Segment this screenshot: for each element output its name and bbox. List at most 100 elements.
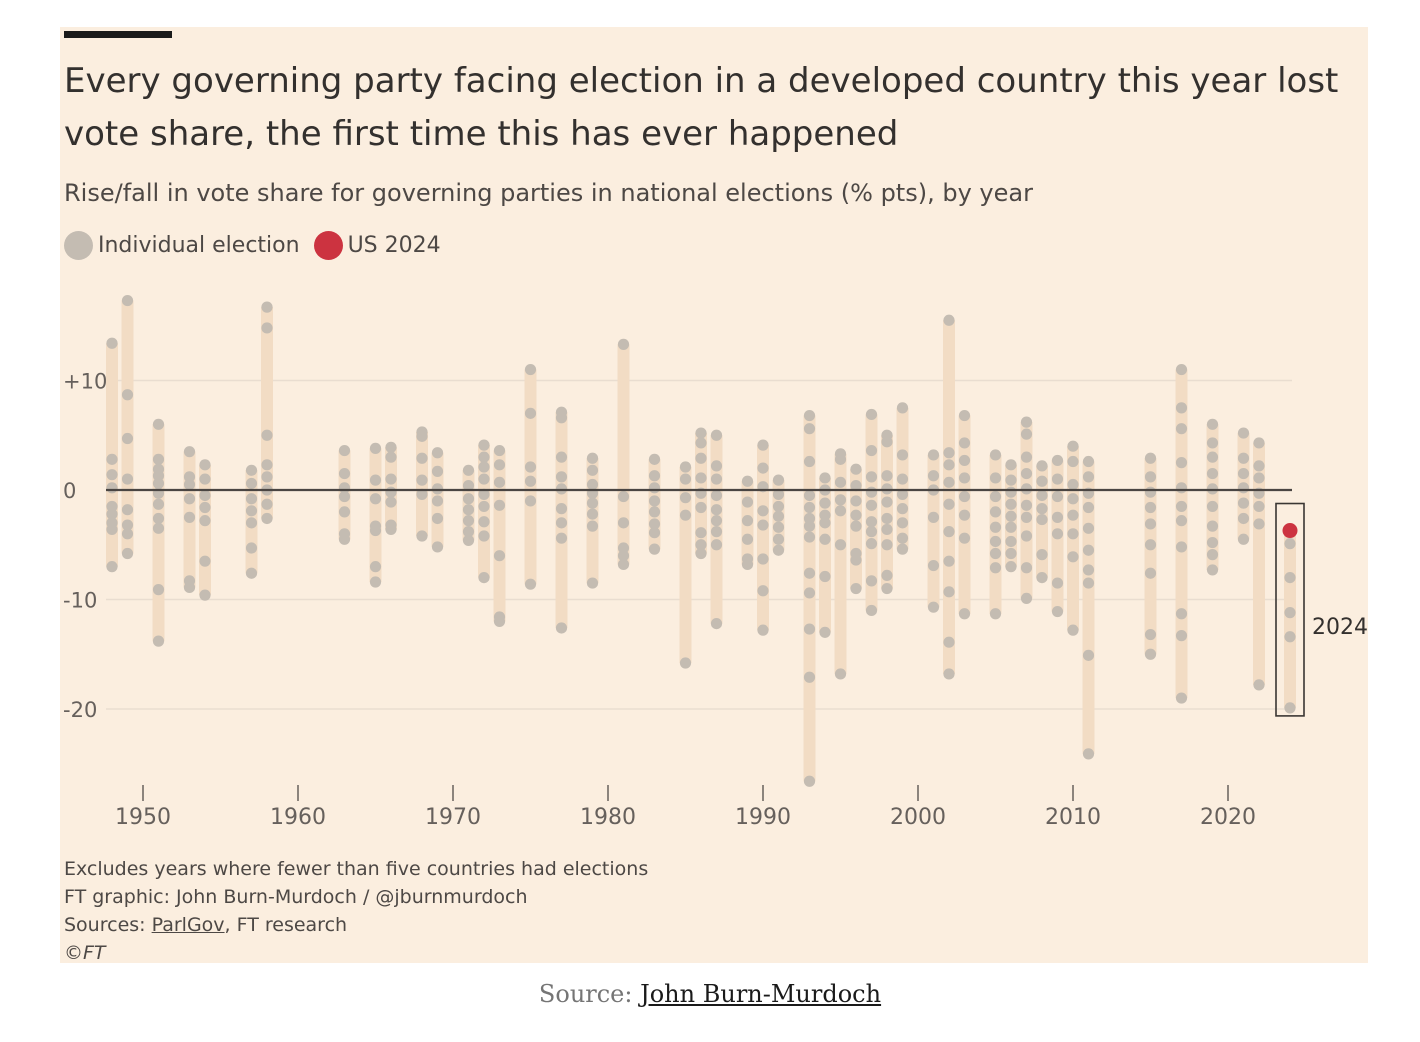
election-dot-1957-3 bbox=[245, 505, 258, 517]
election-dot-2008-6 bbox=[1036, 572, 1048, 584]
election-dot-1954-0 bbox=[199, 459, 211, 471]
election-dot-1953-3 bbox=[183, 493, 196, 505]
election-dot-1993-3 bbox=[803, 489, 816, 502]
election-dot-1966-6 bbox=[385, 523, 397, 536]
election-dot-1990-1 bbox=[757, 462, 769, 474]
election-dot-2001-5 bbox=[927, 601, 940, 613]
election-dot-1975-4 bbox=[524, 495, 537, 507]
election-dot-1983-1 bbox=[648, 470, 661, 482]
election-dot-1957-0 bbox=[245, 464, 258, 476]
election-dot-1983-3 bbox=[648, 495, 661, 507]
election-dot-1985-0 bbox=[679, 461, 692, 473]
year-bar-1949 bbox=[121, 300, 134, 554]
election-dot-1991-5 bbox=[772, 533, 785, 545]
election-dot-1975-2 bbox=[524, 461, 537, 473]
election-dot-2002-8 bbox=[943, 636, 955, 648]
source-link[interactable]: John Burn-Murdoch bbox=[640, 980, 882, 1008]
election-dot-2005-4 bbox=[989, 521, 1002, 533]
election-dot-2010-7 bbox=[1067, 624, 1079, 636]
legend: Individual election US 2024 bbox=[64, 231, 455, 260]
election-dot-1979-1 bbox=[586, 464, 599, 476]
highlight-box-2024 bbox=[1275, 502, 1305, 717]
election-dot-1965-4 bbox=[369, 524, 382, 537]
election-dot-1995-6 bbox=[834, 668, 847, 680]
election-dot-2008-3 bbox=[1036, 503, 1048, 515]
election-dot-1971-1 bbox=[462, 480, 475, 492]
election-dot-1986-1 bbox=[695, 437, 707, 449]
election-dot-1995-3 bbox=[834, 494, 847, 506]
election-dot-1963-0 bbox=[338, 444, 351, 457]
election-dot-2001-1 bbox=[927, 470, 940, 482]
election-dot-1999-3 bbox=[896, 488, 909, 500]
x-tick-label-1980: 1980 bbox=[580, 805, 636, 827]
election-dot-2003-3 bbox=[958, 472, 971, 484]
election-dot-1994-3 bbox=[819, 509, 831, 521]
election-dot-1983-6 bbox=[648, 527, 661, 539]
election-dot-2015-6 bbox=[1144, 567, 1157, 579]
election-dot-1971-0 bbox=[462, 464, 475, 476]
x-tick-label-2000: 2000 bbox=[890, 805, 946, 827]
election-dot-1995-4 bbox=[834, 505, 847, 517]
election-dot-1993-2 bbox=[803, 455, 816, 468]
election-dot-2003-0 bbox=[958, 409, 971, 422]
election-dot-1969-4 bbox=[431, 512, 444, 525]
election-dot-1993-0 bbox=[803, 409, 816, 422]
election-dot-2006-6 bbox=[1005, 535, 1017, 548]
election-dot-1987-0 bbox=[710, 429, 723, 441]
year-bar-2002 bbox=[943, 320, 955, 674]
election-dot-1973-0 bbox=[493, 444, 506, 457]
election-dot-1972-6 bbox=[478, 516, 490, 528]
election-dot-2010-0 bbox=[1067, 440, 1079, 452]
election-dot-1981-0 bbox=[617, 338, 630, 350]
election-dot-2017-10 bbox=[1175, 692, 1188, 704]
y-tick-label--10: -10 bbox=[63, 589, 97, 613]
election-dot-2008-2 bbox=[1036, 489, 1048, 502]
election-dot-1997-7 bbox=[865, 538, 878, 550]
election-dot-2008-5 bbox=[1036, 549, 1048, 561]
election-dot-1998-1 bbox=[881, 436, 893, 448]
election-dot-2010-6 bbox=[1067, 551, 1079, 563]
election-dot-1954-5 bbox=[199, 555, 211, 567]
election-dot-1958-0 bbox=[261, 301, 273, 313]
election-dot-2019-1 bbox=[1206, 437, 1219, 449]
chart-card: Every governing party facing election in… bbox=[60, 27, 1368, 964]
election-dot-1987-3 bbox=[710, 489, 723, 502]
election-dot-2015-4 bbox=[1144, 518, 1157, 530]
election-dot-1994-0 bbox=[819, 472, 831, 484]
election-dot-1973-3 bbox=[493, 499, 506, 511]
election-dot-1963-6 bbox=[338, 533, 351, 545]
election-dot-1963-1 bbox=[338, 467, 351, 480]
election-dot-1963-4 bbox=[338, 506, 351, 518]
election-dot-1972-2 bbox=[478, 461, 490, 473]
election-dot-1965-2 bbox=[369, 493, 382, 505]
election-dot-1983-7 bbox=[648, 543, 661, 555]
election-dot-1973-4 bbox=[493, 550, 506, 562]
election-dot-2017-5 bbox=[1175, 500, 1188, 513]
election-dot-2021-1 bbox=[1237, 452, 1250, 464]
parlgov-link[interactable]: ParlGov bbox=[151, 914, 225, 936]
election-dot-1979-5 bbox=[586, 508, 599, 520]
election-dot-2001-3 bbox=[927, 511, 940, 523]
election-dot-1991-0 bbox=[772, 474, 785, 486]
x-tick-label-1960: 1960 bbox=[270, 805, 326, 827]
year-bar-2017 bbox=[1175, 369, 1188, 699]
election-dot-1954-2 bbox=[199, 489, 211, 502]
election-dot-1999-5 bbox=[896, 517, 909, 529]
election-dot-2003-1 bbox=[958, 437, 971, 449]
election-dot-1966-0 bbox=[385, 441, 397, 453]
election-dot-1953-4 bbox=[183, 511, 196, 523]
election-dot-2021-4 bbox=[1237, 497, 1250, 509]
legend-item-us: US 2024 bbox=[313, 231, 441, 260]
election-dot-2002-9 bbox=[943, 668, 955, 680]
election-dot-1997-8 bbox=[865, 575, 878, 587]
year-bar-2011 bbox=[1082, 461, 1095, 754]
legend-label-us: US 2024 bbox=[347, 233, 441, 258]
election-dot-2021-6 bbox=[1237, 533, 1250, 545]
election-dot-2017-0 bbox=[1175, 363, 1188, 376]
election-dot-1966-1 bbox=[385, 451, 397, 463]
election-dot-1958-2 bbox=[261, 429, 273, 441]
election-dot-1965-5 bbox=[369, 561, 382, 573]
election-dot-1998-6 bbox=[881, 523, 893, 536]
election-dot-1977-2 bbox=[555, 451, 568, 463]
year-bar-1973 bbox=[493, 450, 506, 622]
